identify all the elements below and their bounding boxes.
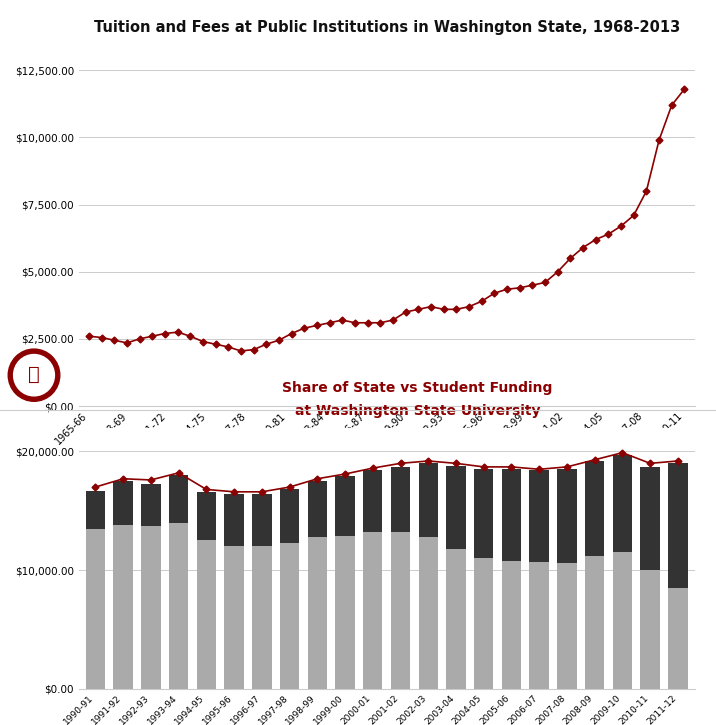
Text: Ⓛ: Ⓛ bbox=[28, 365, 40, 384]
Average Cost of Education, per Student bbox=[369, 464, 377, 473]
Bar bbox=[363, 532, 382, 689]
Average Cost of Education, per Student bbox=[91, 483, 100, 492]
Average Cost of Education, per Student bbox=[563, 463, 571, 471]
Text: In current 2012 dollars. Data from WA Student Achievement Council.: In current 2012 dollars. Data from WA St… bbox=[377, 566, 688, 574]
Bar bbox=[640, 467, 660, 570]
Bar bbox=[197, 540, 216, 689]
Bar bbox=[502, 560, 521, 689]
Bar bbox=[474, 558, 493, 689]
Text: at Washington State University: at Washington State University bbox=[295, 405, 540, 418]
Bar bbox=[419, 537, 438, 689]
Average Cost of Education, per Student bbox=[674, 457, 682, 465]
Average Cost of Education, per Student bbox=[258, 487, 266, 496]
Bar bbox=[502, 469, 521, 560]
Average Cost of Education, per Student bbox=[591, 455, 599, 464]
Bar bbox=[668, 463, 687, 588]
Average Cost of Education, per Student bbox=[452, 459, 460, 468]
Average Cost of Education, per Student bbox=[535, 465, 543, 473]
Bar bbox=[557, 563, 576, 689]
Bar bbox=[86, 529, 105, 689]
Legend: UW-Seattle, WSU-Pullman, Average of CWU, EWU, WWU, Community/Tech Colleges: UW-Seattle, WSU-Pullman, Average of CWU,… bbox=[131, 520, 642, 542]
Bar bbox=[474, 469, 493, 558]
Bar bbox=[391, 532, 410, 689]
Bar bbox=[141, 484, 160, 526]
Average Cost of Education, per Student bbox=[147, 476, 155, 484]
Average Cost of Education, per Student bbox=[313, 474, 321, 483]
Bar bbox=[335, 536, 354, 689]
Bar bbox=[280, 543, 299, 689]
Average Cost of Education, per Student bbox=[646, 459, 654, 468]
Bar bbox=[419, 463, 438, 537]
Average Cost of Education, per Student bbox=[174, 468, 183, 477]
Bar bbox=[308, 481, 327, 537]
Bar bbox=[308, 537, 327, 689]
Bar bbox=[169, 475, 188, 523]
Bar bbox=[613, 455, 632, 552]
Average Cost of Education, per Student bbox=[119, 474, 127, 483]
Bar bbox=[530, 471, 549, 562]
Bar bbox=[252, 547, 271, 689]
Average Cost of Education, per Student bbox=[202, 485, 211, 494]
Bar bbox=[113, 525, 133, 689]
Text: Share of State vs Student Funding: Share of State vs Student Funding bbox=[282, 381, 553, 395]
Bar bbox=[446, 465, 465, 549]
Bar bbox=[530, 562, 549, 689]
Bar bbox=[252, 494, 271, 547]
Bar bbox=[224, 547, 243, 689]
Bar bbox=[391, 467, 410, 532]
Average Cost of Education, per Student bbox=[618, 448, 626, 457]
Bar bbox=[613, 552, 632, 689]
Average Cost of Education, per Student bbox=[507, 463, 516, 471]
Bar bbox=[585, 556, 604, 689]
Bar bbox=[86, 491, 105, 529]
Bar bbox=[224, 494, 243, 547]
Average Cost of Education, per Student bbox=[480, 463, 488, 471]
Bar bbox=[585, 461, 604, 556]
Bar bbox=[113, 481, 133, 525]
Circle shape bbox=[14, 355, 54, 396]
Bar bbox=[280, 489, 299, 543]
Bar bbox=[169, 523, 188, 689]
Title: Tuition and Fees at Public Institutions in Washington State, 1968-2013: Tuition and Fees at Public Institutions … bbox=[94, 20, 679, 36]
Circle shape bbox=[8, 349, 59, 402]
Bar bbox=[557, 469, 576, 563]
Average Cost of Education, per Student bbox=[230, 487, 238, 496]
Bar bbox=[335, 476, 354, 536]
Line: Average Cost of Education, per Student: Average Cost of Education, per Student bbox=[93, 450, 680, 494]
Bar bbox=[668, 588, 687, 689]
Bar bbox=[363, 471, 382, 532]
Average Cost of Education, per Student bbox=[396, 459, 405, 468]
Average Cost of Education, per Student bbox=[341, 470, 349, 478]
Bar bbox=[141, 526, 160, 689]
Bar bbox=[197, 492, 216, 540]
Average Cost of Education, per Student bbox=[424, 457, 432, 465]
Bar bbox=[446, 549, 465, 689]
Bar bbox=[640, 570, 660, 689]
Average Cost of Education, per Student bbox=[285, 483, 294, 492]
